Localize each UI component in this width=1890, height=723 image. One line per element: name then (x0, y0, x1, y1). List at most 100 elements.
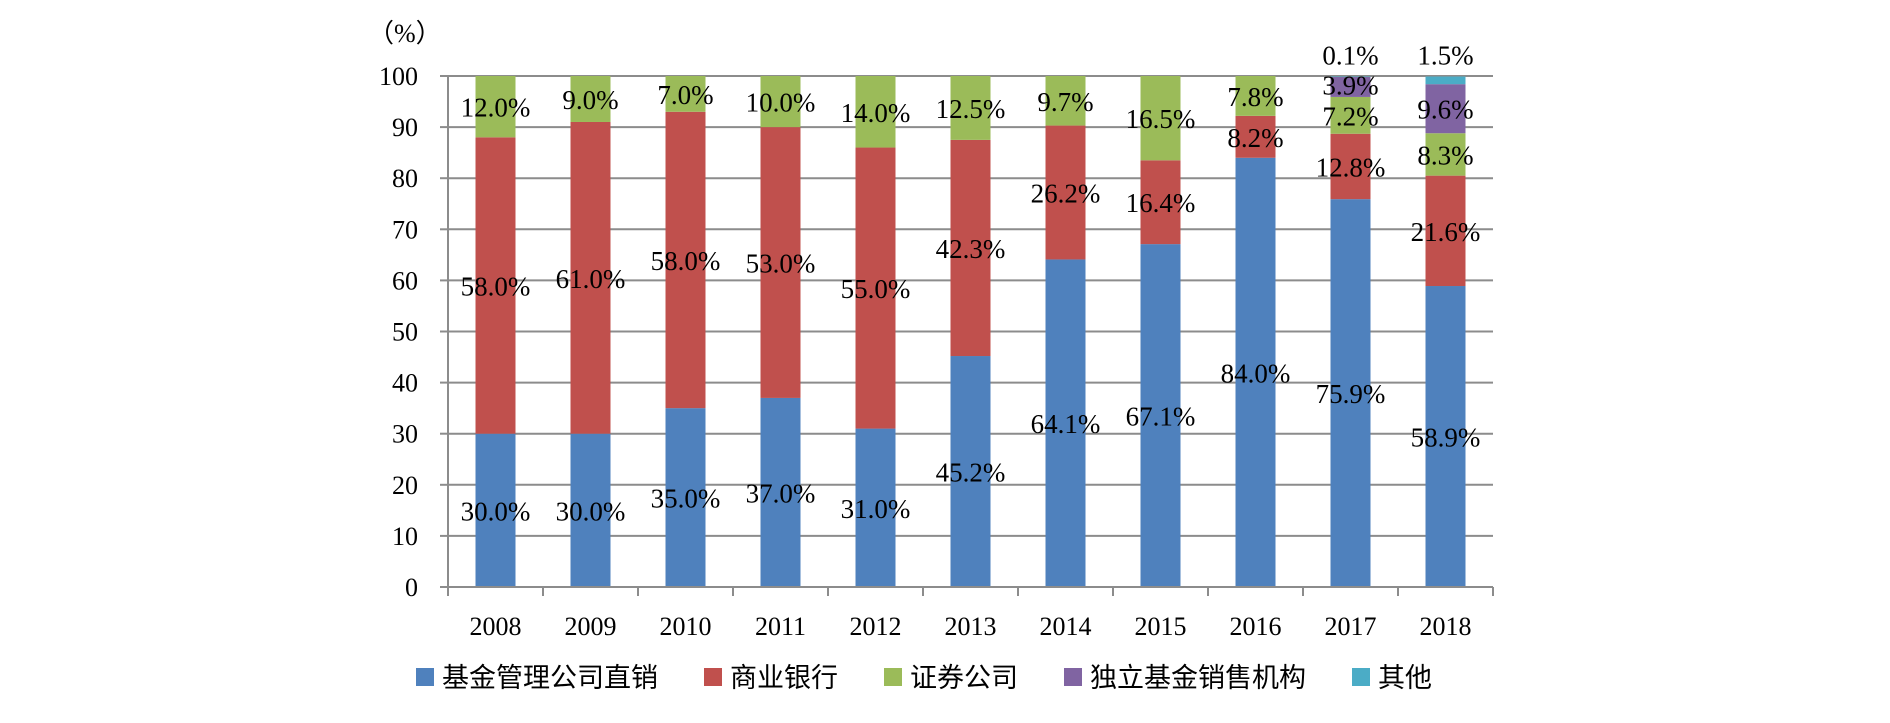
bar-segment (1235, 157, 1276, 587)
legend-label: 其他 (1378, 663, 1432, 694)
bar-segment (1140, 76, 1181, 161)
legend-label: 证券公司 (910, 663, 1018, 694)
bar-segment (475, 137, 516, 434)
legend-swatch (1064, 668, 1082, 686)
bar-segment (950, 76, 991, 140)
bar-segment (1425, 76, 1466, 85)
data-label: 55.0% (841, 274, 911, 304)
legend-swatch (704, 668, 722, 686)
data-label: 75.9% (1316, 379, 1386, 409)
data-label: 58.0% (461, 272, 531, 302)
bar-segment (570, 76, 611, 122)
bar-segment (760, 76, 801, 128)
bar-segment (760, 397, 801, 587)
legend-swatch (884, 668, 902, 686)
bars (475, 76, 1466, 587)
y-tick-label: 10 (392, 522, 418, 551)
y-unit-label: （%） (368, 19, 442, 48)
data-label: 14.0% (841, 98, 911, 128)
y-tick-label: 40 (392, 369, 418, 398)
x-tick-label: 2009 (565, 612, 617, 641)
data-label: 64.1% (1031, 409, 1101, 439)
bar-segment (1330, 77, 1371, 97)
data-label: 1.5% (1417, 41, 1473, 71)
bar-segment (1330, 199, 1371, 587)
bar-segment (475, 433, 516, 587)
legend-label: 商业银行 (730, 663, 838, 694)
x-tick-label: 2013 (945, 612, 997, 641)
x-tick-label: 2018 (1420, 612, 1472, 641)
bar-segment (760, 127, 801, 398)
x-tick-label: 2012 (850, 612, 902, 641)
x-tick-label: 2016 (1230, 612, 1282, 641)
x-tick-label: 2017 (1325, 612, 1377, 641)
y-tick-label: 30 (392, 420, 418, 449)
y-tick-label: 100 (379, 62, 418, 91)
legend-label: 独立基金销售机构 (1090, 663, 1306, 694)
legend-swatch (416, 668, 434, 686)
data-label: 53.0% (746, 249, 816, 279)
bar-segment (665, 408, 706, 587)
data-label: 35.0% (651, 484, 721, 514)
bar-segment (1330, 76, 1371, 78)
data-label: 8.3% (1417, 140, 1473, 170)
bar-segment (1140, 160, 1181, 245)
bar-segment (570, 433, 611, 587)
bar-segment (1045, 76, 1086, 126)
bar-segment (570, 121, 611, 434)
bar-segment (1045, 259, 1086, 587)
bar-segment (855, 76, 896, 148)
x-tick-label: 2010 (660, 612, 712, 641)
data-label: 7.8% (1227, 82, 1283, 112)
data-label: 10.0% (746, 88, 816, 118)
data-label: 30.0% (556, 496, 626, 526)
y-tick-label: 90 (392, 113, 418, 142)
legend-label: 基金管理公司直销 (442, 663, 658, 694)
y-tick-label: 60 (392, 266, 418, 295)
bar-segment (1235, 115, 1276, 158)
data-label: 9.6% (1417, 95, 1473, 125)
axes (440, 75, 1494, 596)
data-label: 21.6% (1411, 217, 1481, 247)
data-label: 7.0% (657, 80, 713, 110)
bar-segment (1330, 133, 1371, 200)
data-label: 61.0% (556, 264, 626, 294)
data-label: 16.5% (1126, 104, 1196, 134)
y-tick-labels: 0 10 20 30 40 50 60 70 80 90 100 (379, 62, 418, 602)
data-label: 67.1% (1126, 402, 1196, 432)
data-label: 30.0% (461, 496, 531, 526)
data-label: 9.0% (562, 85, 618, 115)
bar-segment (950, 139, 991, 357)
bar-segment (1425, 175, 1466, 287)
data-label: 7.2% (1322, 101, 1378, 131)
legend-swatch (1352, 668, 1370, 686)
data-label: 84.0% (1221, 358, 1291, 388)
x-tick-labels: 2008 2009 2010 2011 2012 2013 2014 2015 2016 2017… (470, 612, 1472, 641)
data-label: 45.2% (936, 458, 1006, 488)
data-label: 0.1% (1322, 41, 1378, 71)
data-label: 3.9% (1322, 71, 1378, 101)
bar-segment (950, 356, 991, 587)
bar-segment (1425, 133, 1466, 176)
bar-segment (855, 147, 896, 429)
bar-segment (1330, 96, 1371, 134)
y-tick-label: 0 (405, 573, 418, 602)
data-label: 12.0% (461, 93, 531, 123)
x-tick-label: 2011 (755, 612, 806, 641)
data-label: 12.5% (936, 94, 1006, 124)
bar-segment (1425, 84, 1466, 134)
data-label: 31.0% (841, 494, 911, 524)
y-tick-label: 70 (392, 215, 418, 244)
data-labels: 30.0% 58.0% 12.0% 30.0% 61.0% 9.0% 35.0% 58.0% 7… (461, 41, 1481, 527)
data-label: 16.4% (1126, 188, 1196, 218)
data-label: 58.9% (1411, 423, 1481, 453)
bar-segment (1235, 76, 1276, 116)
x-tick-label: 2015 (1135, 612, 1187, 641)
y-tick-label: 20 (392, 471, 418, 500)
bar-segment (855, 428, 896, 587)
data-label: 9.7% (1037, 87, 1093, 117)
data-label: 26.2% (1031, 179, 1101, 209)
bar-segment (475, 76, 516, 138)
data-label: 8.2% (1227, 123, 1283, 153)
bar-segment (1425, 286, 1466, 587)
